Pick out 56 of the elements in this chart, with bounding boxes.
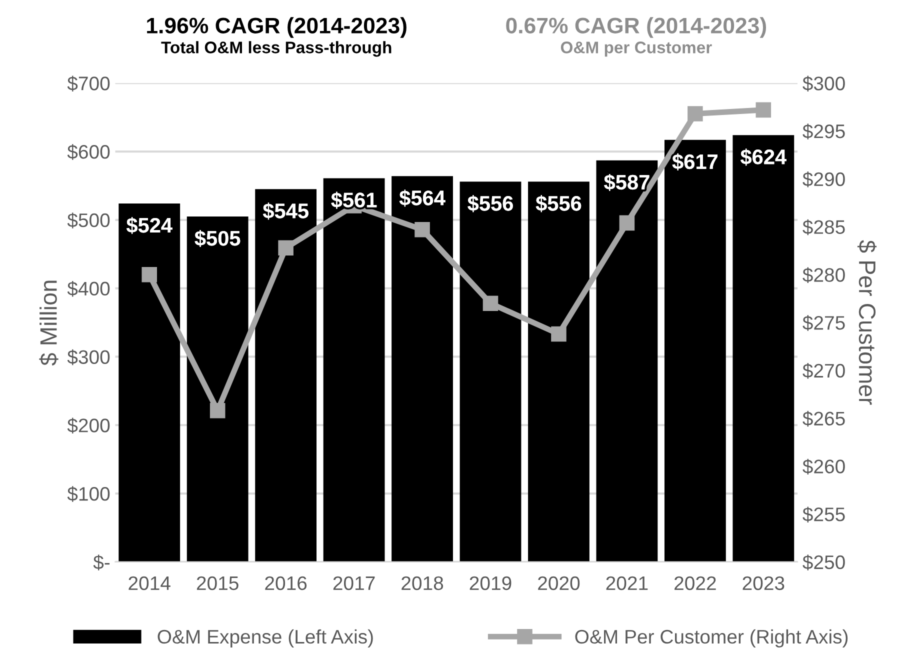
y2-tick-label: $280 [802, 267, 845, 284]
data-label: $624 [740, 148, 786, 166]
data-label: $545 [262, 202, 308, 220]
x-tick-label: 2016 [265, 576, 307, 590]
data-label: $561 [331, 192, 377, 209]
y2-tick-label: $295 [802, 124, 845, 140]
x-tick-label: 2023 [742, 576, 784, 590]
y2-axis-title: $ Per Customer [857, 240, 877, 405]
y-tick-label: $300 [67, 349, 110, 366]
data-label: $564 [399, 190, 446, 207]
point [210, 402, 226, 418]
y-tick-label: $500 [67, 212, 110, 228]
point [551, 326, 566, 342]
x-tick-label: 2021 [606, 576, 648, 590]
y-tick-label: $700 [67, 76, 110, 92]
legend-label: O&M Per Customer (Right Axis) [575, 629, 848, 648]
x-tick-label: 2017 [333, 576, 375, 590]
x-tick-label: 2020 [538, 576, 580, 590]
data-label: $524 [126, 217, 172, 234]
point [278, 240, 294, 256]
chart-subtitle: Total O&M less Pass-through [161, 41, 392, 57]
point [688, 106, 703, 122]
y2-tick-label: $250 [802, 554, 845, 570]
y2-tick-label: $300 [802, 76, 845, 92]
chart-title: 1.96% CAGR (2014-2023) [147, 17, 406, 38]
x-tick-label: 2022 [674, 576, 716, 590]
y-tick-label: $400 [67, 280, 110, 297]
point [482, 296, 498, 312]
x-tick-label: 2018 [402, 576, 444, 590]
y-axis-title: $ Million [39, 280, 58, 366]
data-label: $587 [604, 174, 650, 191]
data-label: $556 [468, 195, 513, 212]
data-label: $505 [194, 230, 240, 248]
x-tick-label: 2015 [196, 576, 238, 590]
point [414, 222, 430, 238]
y-tick-label: $200 [67, 418, 110, 434]
y-tick-label: $600 [67, 144, 110, 160]
legend-label: O&M Expense (Left Axis) [158, 629, 373, 648]
text: 0.67% CAGR (2014-2023) [506, 17, 766, 38]
data-label: $617 [672, 153, 718, 170]
y2-tick-label: $275 [802, 315, 845, 331]
point [142, 267, 158, 282]
x-tick-label: 2019 [470, 576, 512, 590]
point [619, 215, 635, 231]
y-tick-label: $- [93, 554, 110, 570]
y2-tick-label: $255 [802, 506, 845, 522]
data-label: $556 [536, 195, 582, 212]
y2-tick-label: $270 [802, 363, 845, 379]
y2-tick-label: $260 [802, 458, 845, 475]
y2-tick-label: $285 [802, 219, 845, 236]
x-tick-label: 2014 [128, 576, 170, 590]
y2-tick-label: $265 [802, 410, 845, 427]
y-tick-label: $100 [67, 486, 110, 502]
y2-tick-label: $290 [802, 172, 845, 188]
text: O&M per Customer [560, 42, 712, 57]
point [756, 102, 772, 118]
